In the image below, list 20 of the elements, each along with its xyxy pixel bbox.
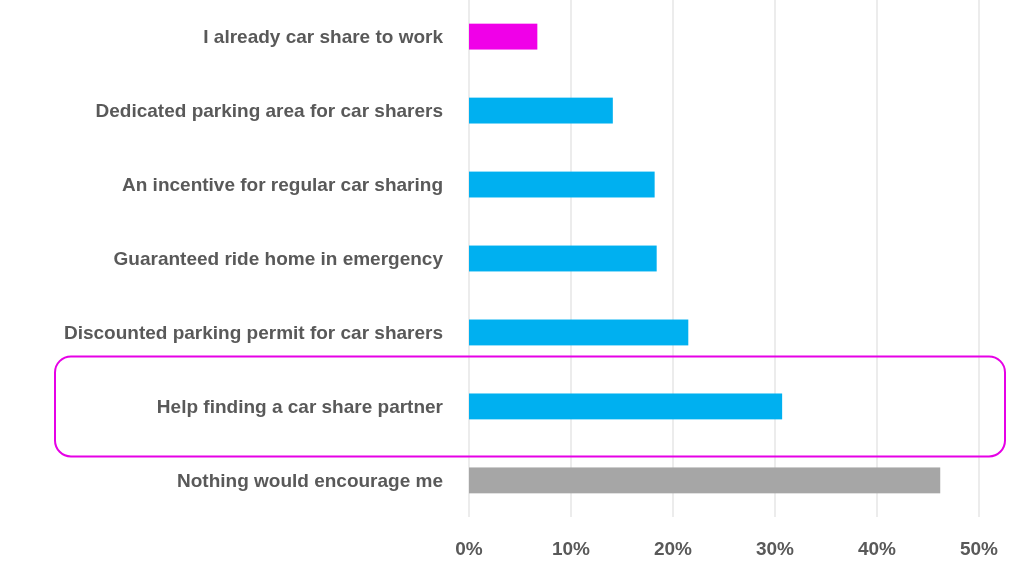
x-tick-label: 0% — [455, 538, 483, 559]
x-tick-label: 10% — [551, 538, 591, 559]
y-tick-label: Dedicated parking area for car sharers — [95, 100, 443, 122]
bar — [469, 467, 941, 494]
x-tick-label: 20% — [653, 538, 693, 559]
bar — [469, 23, 538, 50]
bar — [469, 245, 657, 272]
bar — [469, 319, 689, 346]
y-tick-label: Discounted parking permit for car sharers — [63, 322, 443, 344]
y-tick-label: An incentive for regular car sharing — [122, 174, 443, 196]
y-tick-label: Guaranteed ride home in emergency — [113, 248, 444, 270]
x-tick-label: 40% — [857, 538, 897, 559]
bar — [469, 393, 783, 420]
bar — [469, 97, 613, 124]
y-tick-label: I already car share to work — [203, 26, 444, 48]
y-tick-label: Nothing would encourage me — [176, 470, 443, 492]
bar — [469, 171, 655, 198]
y-tick-label: Help finding a car share partner — [156, 396, 444, 418]
x-tick-label: 50% — [959, 538, 999, 559]
x-tick-label: 30% — [755, 538, 795, 559]
